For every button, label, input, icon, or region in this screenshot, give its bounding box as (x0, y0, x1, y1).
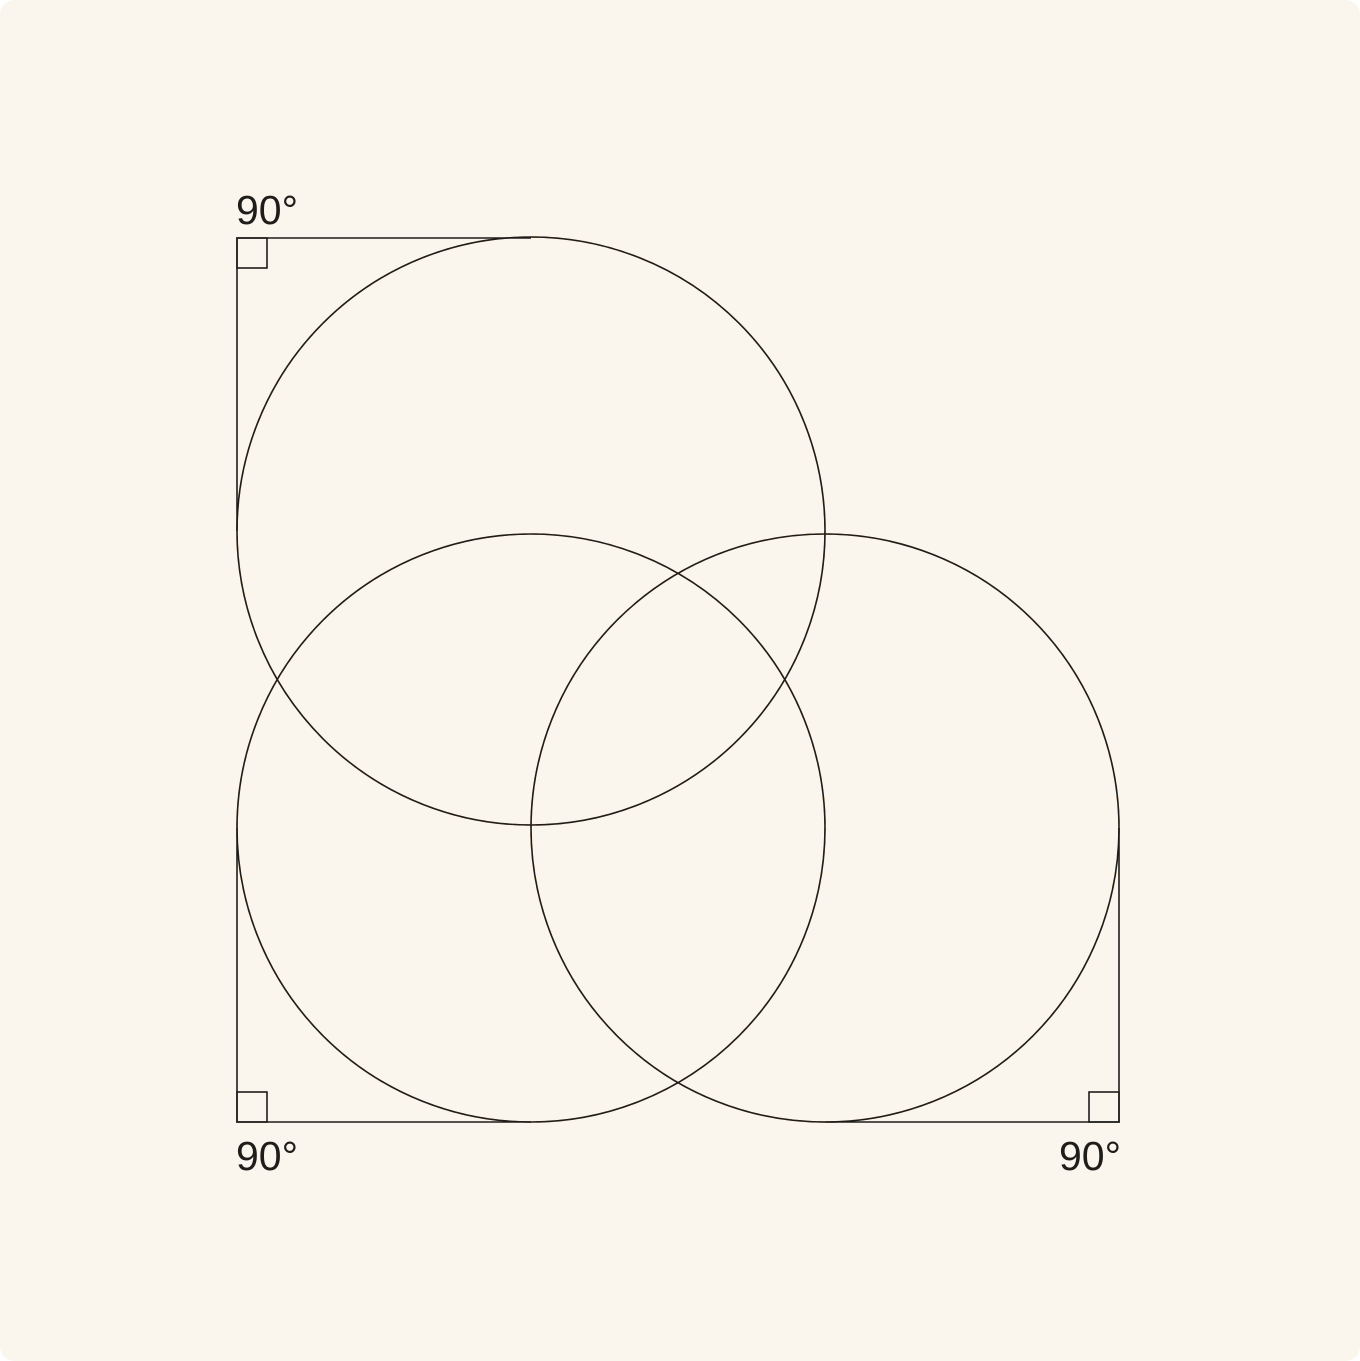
right-angle-marker-top-left (236, 237, 268, 269)
right-angle-marker-bottom-right (1088, 1091, 1120, 1123)
right-angle-markers (236, 237, 1120, 1123)
right-angle-marker-bottom-left (236, 1091, 268, 1123)
angle-label-bottom-left: 90° (236, 1133, 298, 1179)
angle-label-top-left: 90° (236, 187, 298, 233)
angle-label-bottom-right: 90° (1059, 1133, 1121, 1179)
